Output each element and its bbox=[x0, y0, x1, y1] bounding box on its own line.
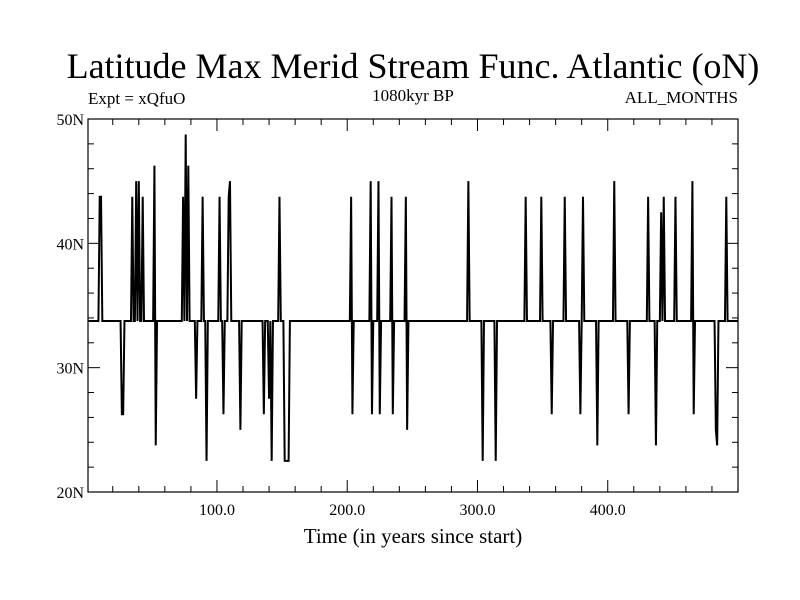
x-tick-label: 200.0 bbox=[329, 502, 365, 519]
y-tick-label: 40N bbox=[56, 236, 84, 253]
plot-frame bbox=[87, 118, 739, 493]
series-line bbox=[88, 134, 738, 462]
ticks: 100.0 200.0 300.0 400.0 20N 30N 40N 50N bbox=[56, 112, 738, 519]
experiment-label: Expt = xQfuO bbox=[88, 89, 185, 108]
chart-title: Latitude Max Merid Stream Func. Atlantic… bbox=[67, 46, 760, 86]
x-axis-label: Time (in years since start) bbox=[304, 524, 523, 548]
x-tick-label: 300.0 bbox=[459, 502, 495, 519]
y-tick-label: 30N bbox=[56, 361, 84, 378]
x-tick-label: 400.0 bbox=[590, 502, 626, 519]
y-tick-label: 20N bbox=[56, 485, 84, 502]
period-label: 1080kyr BP bbox=[372, 86, 454, 105]
x-tick-label: 100.0 bbox=[199, 502, 235, 519]
months-label: ALL_MONTHS bbox=[625, 88, 738, 107]
y-tick-label: 50N bbox=[56, 112, 84, 129]
